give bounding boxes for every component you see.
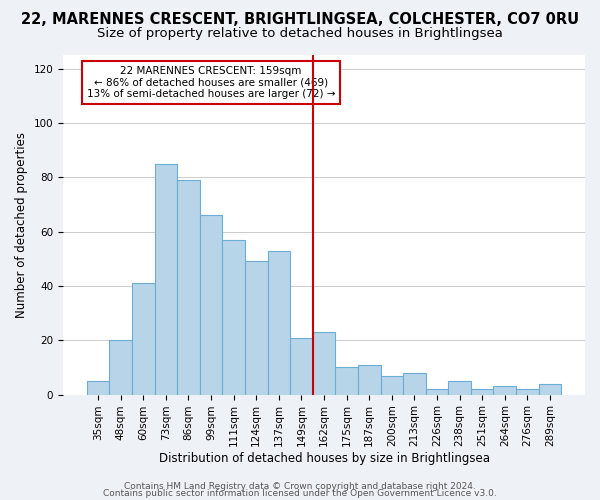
- Bar: [223, 240, 245, 394]
- Text: 22 MARENNES CRESCENT: 159sqm
← 86% of detached houses are smaller (469)
13% of s: 22 MARENNES CRESCENT: 159sqm ← 86% of de…: [87, 66, 335, 99]
- Bar: [290, 338, 313, 394]
- Text: Contains HM Land Registry data © Crown copyright and database right 2024.: Contains HM Land Registry data © Crown c…: [124, 482, 476, 491]
- Text: Contains public sector information licensed under the Open Government Licence v3: Contains public sector information licen…: [103, 489, 497, 498]
- Bar: [403, 373, 425, 394]
- Bar: [516, 389, 539, 394]
- X-axis label: Distribution of detached houses by size in Brightlingsea: Distribution of detached houses by size …: [158, 452, 490, 465]
- Text: 22, MARENNES CRESCENT, BRIGHTLINGSEA, COLCHESTER, CO7 0RU: 22, MARENNES CRESCENT, BRIGHTLINGSEA, CO…: [21, 12, 579, 28]
- Bar: [87, 381, 109, 394]
- Bar: [358, 364, 380, 394]
- Bar: [335, 368, 358, 394]
- Text: Size of property relative to detached houses in Brightlingsea: Size of property relative to detached ho…: [97, 28, 503, 40]
- Bar: [268, 250, 290, 394]
- Y-axis label: Number of detached properties: Number of detached properties: [15, 132, 28, 318]
- Bar: [380, 376, 403, 394]
- Bar: [200, 216, 223, 394]
- Bar: [109, 340, 132, 394]
- Bar: [177, 180, 200, 394]
- Bar: [448, 381, 471, 394]
- Bar: [132, 283, 155, 395]
- Bar: [155, 164, 177, 394]
- Bar: [245, 262, 268, 394]
- Bar: [539, 384, 561, 394]
- Bar: [471, 389, 493, 394]
- Bar: [493, 386, 516, 394]
- Bar: [425, 389, 448, 394]
- Bar: [313, 332, 335, 394]
